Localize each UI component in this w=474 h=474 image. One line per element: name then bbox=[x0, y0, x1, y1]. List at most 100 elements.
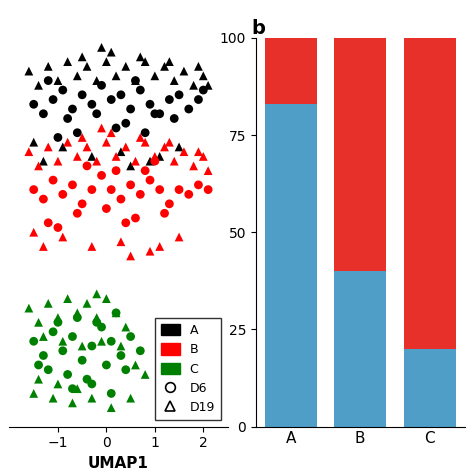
Point bbox=[102, 361, 110, 369]
Point bbox=[59, 233, 66, 241]
Point bbox=[171, 157, 178, 165]
Point bbox=[73, 210, 81, 217]
Point bbox=[54, 224, 62, 231]
Point bbox=[35, 162, 42, 170]
Point bbox=[204, 167, 212, 174]
Point bbox=[73, 72, 81, 80]
Point bbox=[171, 115, 178, 122]
Point bbox=[64, 115, 72, 122]
Point bbox=[127, 105, 135, 113]
Point bbox=[190, 162, 197, 170]
Point bbox=[54, 319, 62, 326]
Point bbox=[117, 195, 125, 203]
Point bbox=[40, 243, 47, 250]
Point bbox=[117, 148, 125, 155]
Point bbox=[45, 366, 52, 374]
Point bbox=[108, 404, 115, 411]
Point bbox=[54, 157, 62, 165]
Point bbox=[195, 181, 202, 189]
Point bbox=[49, 328, 57, 336]
Point bbox=[146, 176, 154, 184]
Point bbox=[165, 200, 173, 208]
Point bbox=[127, 333, 135, 340]
Point bbox=[185, 191, 192, 198]
Point bbox=[78, 356, 86, 364]
X-axis label: UMAP1: UMAP1 bbox=[88, 456, 149, 471]
Point bbox=[175, 233, 183, 241]
Point bbox=[117, 238, 125, 246]
Point bbox=[151, 72, 159, 80]
Point bbox=[30, 100, 37, 108]
Point bbox=[98, 44, 105, 51]
Point bbox=[108, 337, 115, 345]
Point bbox=[49, 96, 57, 103]
Point bbox=[108, 48, 115, 56]
Point bbox=[45, 77, 52, 84]
Point bbox=[25, 67, 33, 75]
Point bbox=[151, 110, 159, 118]
Point bbox=[73, 314, 81, 321]
Point bbox=[132, 77, 139, 84]
Point bbox=[93, 319, 100, 326]
Point bbox=[108, 390, 115, 397]
Point bbox=[127, 162, 135, 170]
Point bbox=[117, 91, 125, 99]
Point bbox=[83, 143, 91, 151]
Point bbox=[73, 129, 81, 137]
Text: b: b bbox=[251, 19, 265, 38]
Point bbox=[141, 371, 149, 378]
Point bbox=[156, 186, 164, 193]
Point bbox=[54, 380, 62, 388]
Point bbox=[112, 309, 120, 317]
Point bbox=[78, 134, 86, 141]
Point bbox=[195, 96, 202, 103]
Point bbox=[40, 333, 47, 340]
Point bbox=[137, 191, 144, 198]
Point bbox=[117, 352, 125, 359]
Point bbox=[83, 162, 91, 170]
Point bbox=[40, 110, 47, 118]
Point bbox=[122, 119, 129, 127]
Point bbox=[132, 361, 139, 369]
Point bbox=[122, 143, 129, 151]
Point bbox=[88, 100, 96, 108]
Point bbox=[112, 124, 120, 132]
Point bbox=[30, 337, 37, 345]
Point bbox=[83, 375, 91, 383]
Point bbox=[185, 105, 192, 113]
Point bbox=[137, 347, 144, 355]
Point bbox=[108, 96, 115, 103]
Point bbox=[171, 77, 178, 84]
Point bbox=[78, 91, 86, 99]
Point bbox=[25, 148, 33, 155]
Bar bbox=[404, 349, 456, 427]
Point bbox=[200, 72, 207, 80]
Point bbox=[69, 385, 76, 392]
Point bbox=[156, 110, 164, 118]
Point bbox=[127, 252, 135, 260]
Point bbox=[127, 394, 135, 402]
Point bbox=[45, 219, 52, 227]
Point bbox=[73, 385, 81, 392]
Point bbox=[195, 148, 202, 155]
Point bbox=[102, 295, 110, 302]
Point bbox=[93, 110, 100, 118]
Point bbox=[132, 157, 139, 165]
Point bbox=[161, 63, 168, 70]
Point bbox=[102, 58, 110, 65]
Point bbox=[93, 157, 100, 165]
Point bbox=[175, 143, 183, 151]
Point bbox=[49, 176, 57, 184]
Point bbox=[102, 138, 110, 146]
Point bbox=[122, 366, 129, 374]
Point bbox=[30, 390, 37, 397]
Point bbox=[78, 200, 86, 208]
Point bbox=[122, 219, 129, 227]
Point bbox=[40, 195, 47, 203]
Point bbox=[117, 342, 125, 350]
Point bbox=[112, 167, 120, 174]
Point bbox=[59, 337, 66, 345]
Point bbox=[69, 105, 76, 113]
Point bbox=[93, 314, 100, 321]
Point bbox=[112, 309, 120, 317]
